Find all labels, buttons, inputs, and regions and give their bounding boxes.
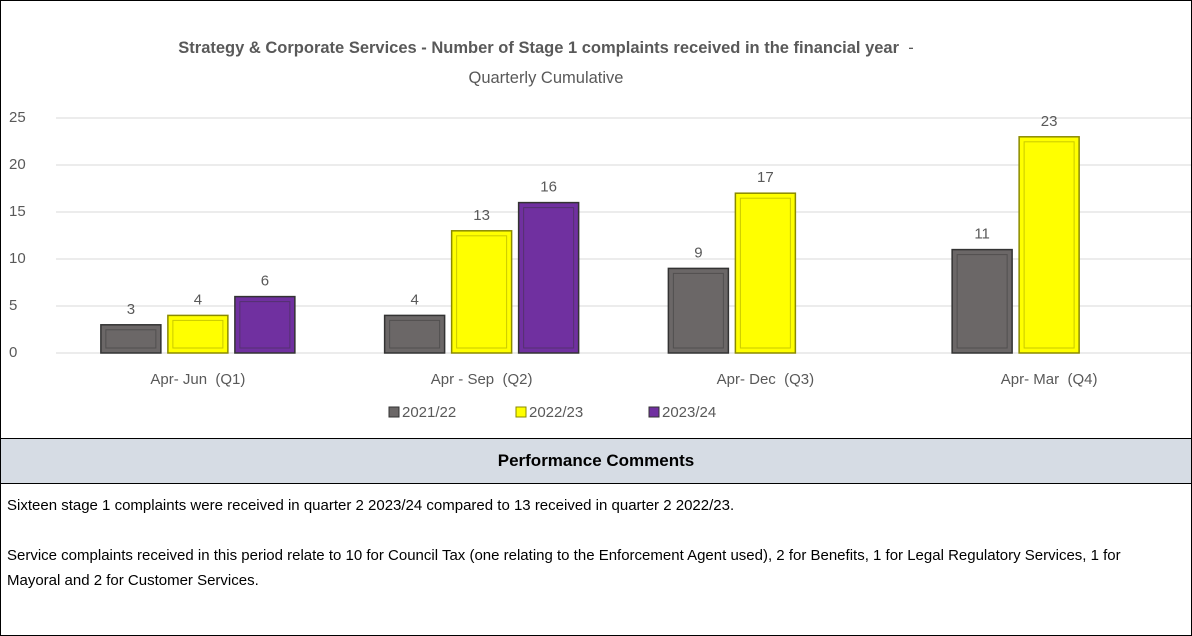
data-label: 16 — [540, 179, 557, 196]
data-label: 4 — [194, 291, 202, 308]
chart-title-block: Strategy & Corporate Services - Number o… — [151, 33, 941, 93]
y-tick-label: 5 — [9, 297, 17, 314]
data-label: 17 — [757, 169, 774, 186]
data-label: 23 — [1041, 113, 1058, 130]
y-tick-label: 20 — [9, 156, 26, 173]
data-label: 4 — [410, 291, 418, 308]
bar-bevel — [456, 235, 508, 349]
data-label: 6 — [261, 273, 269, 290]
bar — [450, 230, 513, 354]
y-tick-label: 15 — [9, 203, 26, 220]
x-tick-label: Apr - Sep (Q2) — [431, 371, 533, 388]
bar-bevel — [389, 319, 441, 349]
bar-bevel — [105, 329, 157, 349]
bar — [951, 248, 1013, 354]
bar-bevel — [739, 197, 791, 349]
legend-label: 2021/22 — [402, 404, 456, 421]
y-tick-label: 10 — [9, 250, 26, 267]
legend-label: 2023/24 — [662, 404, 716, 421]
data-label: 11 — [974, 226, 990, 243]
comment-paragraph: Service complaints received in this peri… — [7, 547, 1121, 589]
data-label: 9 — [694, 244, 702, 261]
bar — [167, 314, 229, 354]
bar — [234, 295, 296, 354]
comments-body: Sixteen stage 1 complaints were received… — [7, 493, 1177, 618]
bar — [517, 201, 580, 354]
legend-swatch — [515, 406, 527, 418]
comment-paragraph: Sixteen stage 1 complaints were received… — [7, 497, 735, 514]
data-label: 3 — [127, 301, 135, 318]
bar-bevel — [523, 207, 575, 349]
bar — [100, 324, 162, 354]
x-tick-label: Apr- Mar (Q4) — [1001, 371, 1098, 388]
bar — [1018, 136, 1080, 354]
legend-swatch — [388, 406, 400, 418]
bar — [383, 314, 446, 354]
legend-swatch — [648, 406, 660, 418]
y-tick-label: 0 — [9, 344, 17, 361]
x-tick-label: Apr- Jun (Q1) — [150, 371, 245, 388]
bar-bevel — [956, 254, 1008, 349]
bar — [667, 267, 730, 354]
comments-header: Performance Comments — [1, 438, 1191, 484]
y-tick-label: 25 — [9, 109, 26, 126]
bar-bevel — [239, 301, 291, 349]
bar-bevel — [1023, 141, 1075, 349]
bar-bevel — [672, 272, 724, 349]
legend-label: 2022/23 — [529, 404, 583, 421]
bar-bevel — [172, 319, 224, 349]
chart: 0 5 10 15 20 25 Apr- Jun (Q1) 3 4 6 Apr - Sep (Q2)… — [9, 109, 1191, 421]
bar — [734, 192, 797, 354]
chart-subtitle: - Quarterly Cumulative — [468, 39, 914, 87]
data-label: 13 — [473, 207, 490, 224]
chart-title: Strategy & Corporate Services - Number o… — [178, 39, 900, 57]
x-tick-label: Apr- Dec (Q3) — [717, 371, 815, 388]
